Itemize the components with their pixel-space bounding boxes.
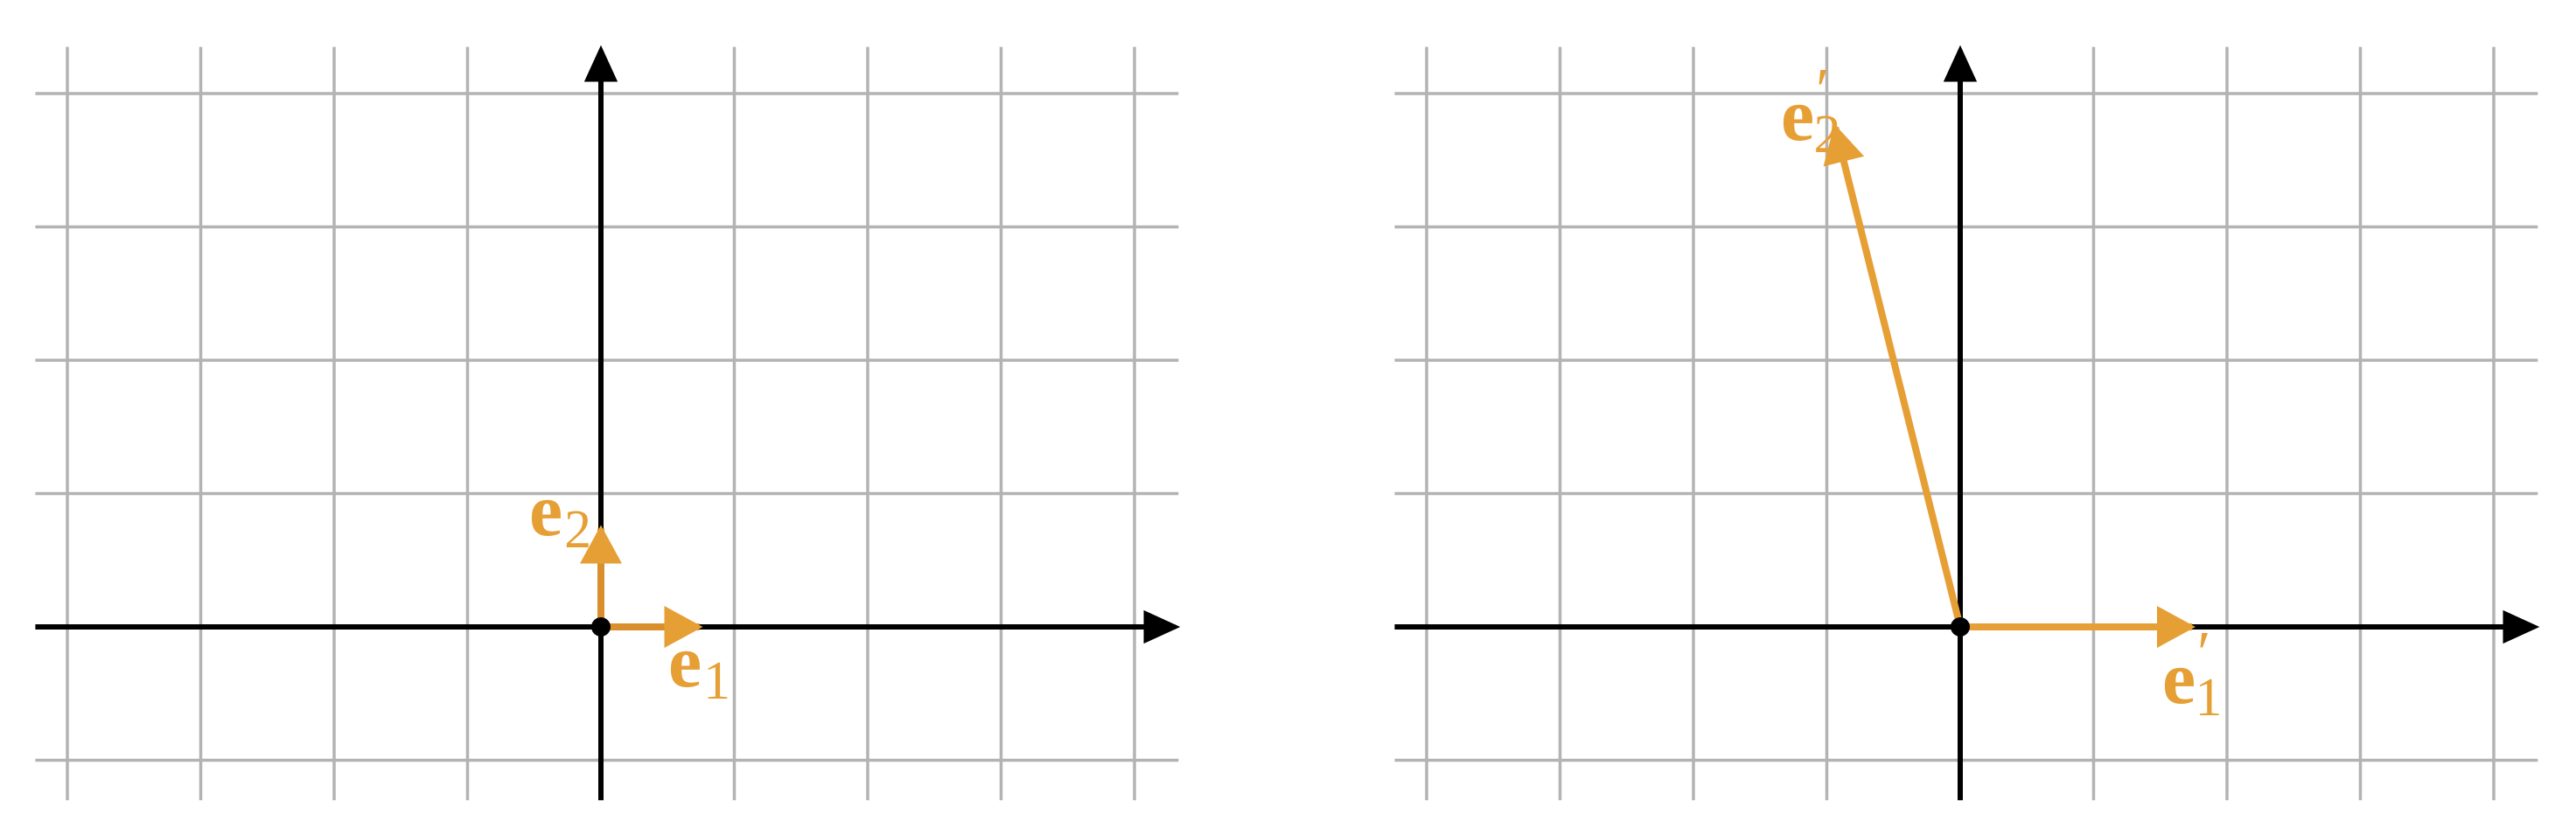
label-base: e (529, 468, 562, 552)
label-sub: 1 (703, 651, 730, 711)
label-sub: 1 (2195, 668, 2222, 727)
panel: e′ 1e′ 2 (1394, 45, 2540, 801)
label-sub: 2 (564, 500, 591, 560)
vector-label: e′ 2 (1781, 57, 1840, 164)
vector-label: e1 (668, 619, 730, 711)
label-prime: ′ (1816, 57, 1829, 124)
label-base: e (1781, 73, 1814, 157)
origin-dot (591, 617, 611, 637)
basis-vector (1823, 123, 1964, 628)
vector-label: e′ 1 (2162, 620, 2222, 727)
vector-label: e2 (529, 468, 591, 560)
label-sub: 2 (1813, 105, 1840, 164)
label-base: e (668, 619, 702, 703)
label-base: e (2162, 636, 2196, 720)
label-prime: ′ (2197, 620, 2210, 687)
origin-dot (1951, 617, 1970, 637)
